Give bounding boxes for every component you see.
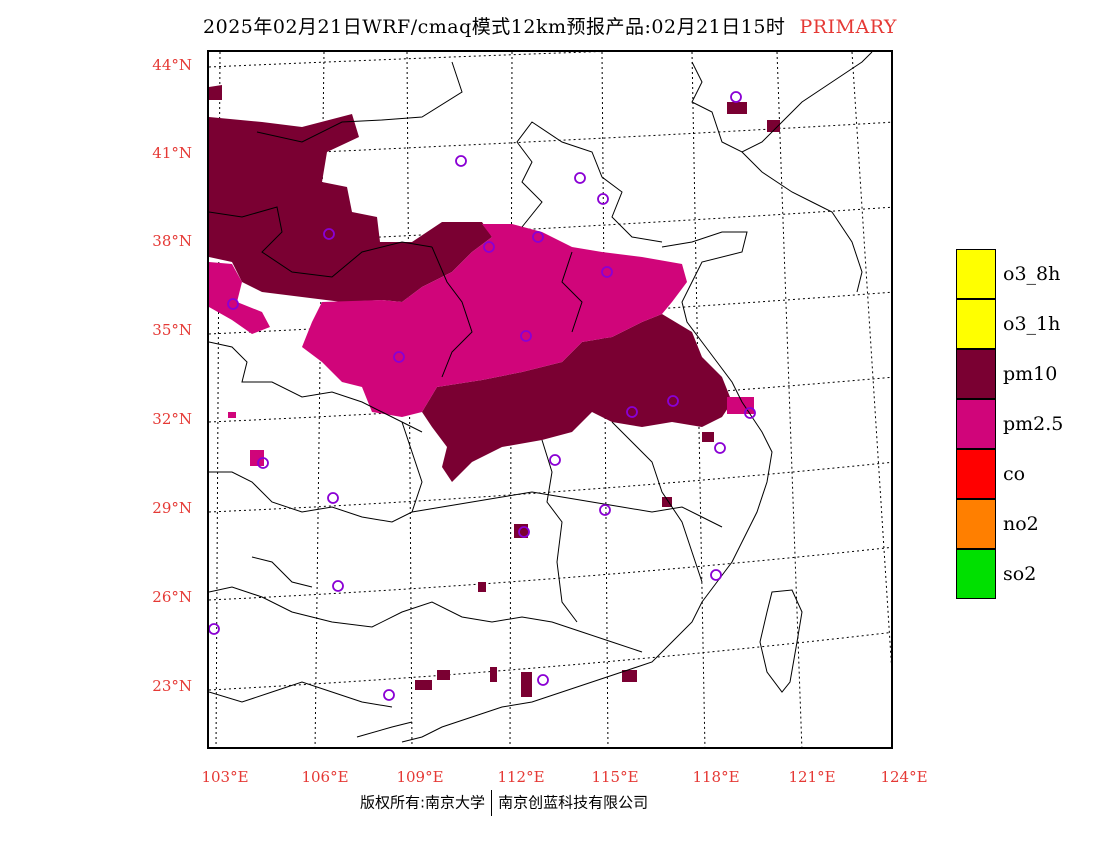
title-text: 2025年02月21日WRF/cmaq模式12km预报产品:02月21日15时 [203,16,786,38]
lat-label-29: 29°N [152,499,192,517]
station-markers [209,91,756,701]
lon-label-121: 121°E [788,768,836,786]
lon-label-106: 106°E [301,768,349,786]
legend-swatch [956,399,996,449]
lat-label-23: 23°N [152,677,192,695]
lat-label-26: 26°N [152,588,192,606]
pm10-area [209,85,780,697]
lon-label-109: 109°E [396,768,444,786]
legend-label: co [1003,463,1026,485]
legend-swatch [956,549,996,599]
map-title: 2025年02月21日WRF/cmaq模式12km预报产品:02月21日15时 P… [0,12,1100,39]
lat-label-41: 41°N [152,144,192,162]
lat-label-38: 38°N [152,232,192,250]
primary-tag: PRIMARY [799,16,897,38]
legend-label: pm10 [1003,363,1058,385]
map-canvas [209,52,891,747]
legend-label: pm2.5 [1003,413,1064,435]
legend-label: no2 [1003,513,1039,535]
lon-label-118: 118°E [692,768,740,786]
footer-divider [491,790,493,816]
legend-label: so2 [1003,563,1037,585]
lon-label-115: 115°E [591,768,639,786]
legend-label: o3_8h [1003,263,1061,285]
legend-swatch [956,299,996,349]
legend-swatch [956,349,996,399]
lon-label-112: 112°E [497,768,545,786]
legend-label: o3_1h [1003,313,1061,335]
lat-label-32: 32°N [152,410,192,428]
legend-swatch [956,249,996,299]
lat-label-44: 44°N [152,56,192,74]
lon-label-124: 124°E [880,768,928,786]
lon-label-103: 103°E [201,768,249,786]
copyright-right: 南京创蓝科技有限公司 [498,793,649,812]
legend-swatch [956,449,996,499]
copyright-footer: 版权所有:南京大学 南京创蓝科技有限公司 [360,790,648,816]
lat-label-35: 35°N [152,321,192,339]
map-panel [207,50,893,749]
boundaries [209,52,873,743]
copyright-left: 版权所有:南京大学 [360,793,486,812]
pm25-area [209,224,754,466]
legend-swatch [956,499,996,549]
